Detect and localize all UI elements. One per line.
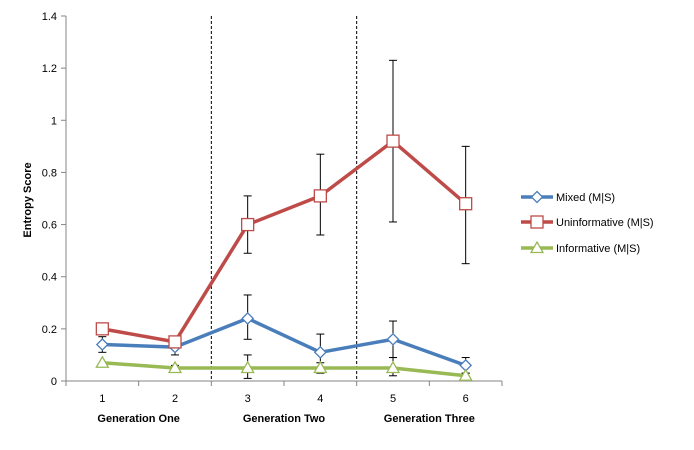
data-point	[241, 217, 255, 232]
data-point	[458, 368, 473, 381]
legend-marker	[530, 190, 544, 204]
axes-layer	[61, 15, 503, 386]
x-tick-label: 4	[317, 393, 323, 405]
y-tick-label: 0.2	[42, 324, 57, 336]
legend-marker	[530, 215, 544, 229]
x-tick-label: 6	[463, 393, 469, 405]
legend-label: Uninformative (M|S)	[556, 217, 654, 229]
data-point	[95, 322, 109, 336]
y-tick-label: 0.4	[42, 272, 57, 284]
y-axis-label: Entropy Score	[22, 162, 34, 237]
y-tick-label: 0	[51, 376, 57, 388]
data-point	[313, 360, 328, 374]
series-line-0	[100, 316, 468, 368]
data-point	[313, 345, 327, 359]
x-tick-label: 1	[99, 393, 105, 405]
y-tick-label: 1	[51, 115, 57, 127]
data-point	[241, 312, 255, 325]
y-tick-label: 0.6	[42, 220, 57, 232]
x-tick-label: 3	[245, 393, 251, 405]
data-point	[95, 338, 109, 351]
dividers-layer	[210, 16, 358, 381]
x-tick-label: 2	[172, 393, 178, 405]
x-tick-label: 5	[390, 393, 396, 405]
data-point	[386, 332, 400, 346]
error-bars-layer	[98, 59, 470, 379]
data-point	[386, 134, 400, 148]
data-point	[240, 360, 255, 374]
legend: Mixed (M|S) Uninformative (M|S) Informativ…	[521, 190, 654, 255]
data-point	[459, 197, 473, 211]
series-line-2	[100, 361, 468, 378]
group-label: Generation One	[97, 413, 180, 425]
y-tick-label: 0.8	[42, 167, 57, 179]
series-line-1	[100, 139, 468, 344]
y-tick-label: 1.2	[42, 63, 57, 75]
legend-label: Mixed (M|S)	[556, 192, 615, 204]
legend-label: Informative (M|S)	[556, 243, 640, 255]
y-tick-label: 1.4	[42, 11, 57, 23]
legend-marker	[529, 240, 545, 254]
data-point	[385, 360, 401, 374]
group-label: Generation Three	[384, 413, 475, 425]
labels-layer: 0 0.2 0.4 0.6 0.8 1 1.2 1.4 1 2 3 4 5 6 Generation One…	[42, 11, 475, 425]
data-point	[167, 360, 183, 374]
series-lines-layer	[100, 139, 468, 378]
data-point	[95, 355, 110, 368]
data-point	[313, 189, 327, 203]
data-point	[168, 335, 182, 349]
group-label: Generation Two	[243, 413, 326, 425]
markers-layer	[95, 134, 473, 381]
